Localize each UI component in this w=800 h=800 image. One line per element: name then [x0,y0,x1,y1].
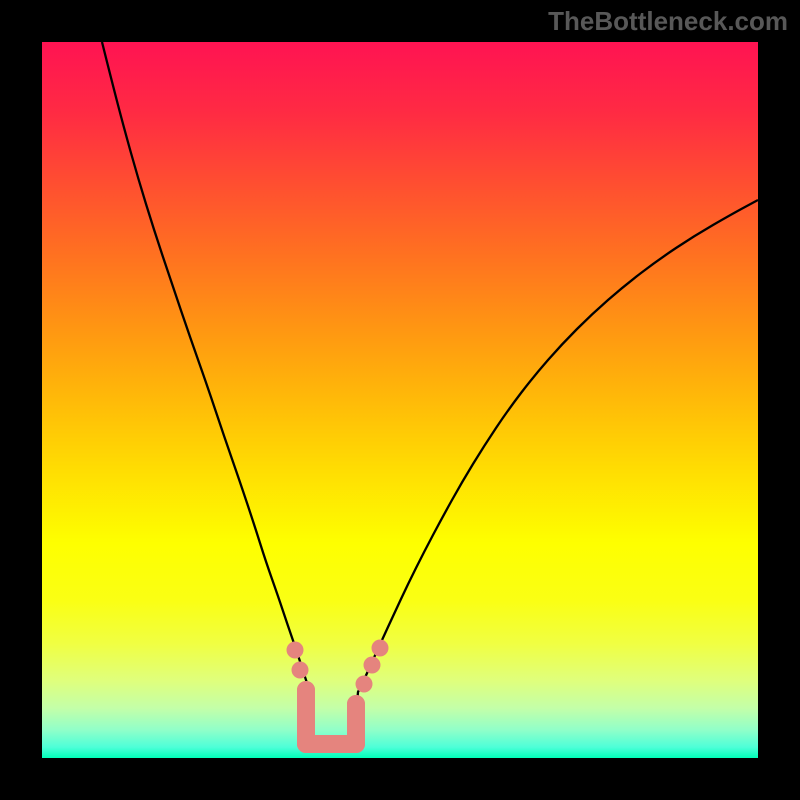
curve-layer [42,42,758,758]
plot-area [42,42,758,758]
watermark-text: TheBottleneck.com [548,6,788,37]
chart-container: TheBottleneck.com [0,0,800,800]
curve-right-branch [357,200,759,747]
data-markers [287,640,389,745]
curve-left-branch [102,42,358,747]
